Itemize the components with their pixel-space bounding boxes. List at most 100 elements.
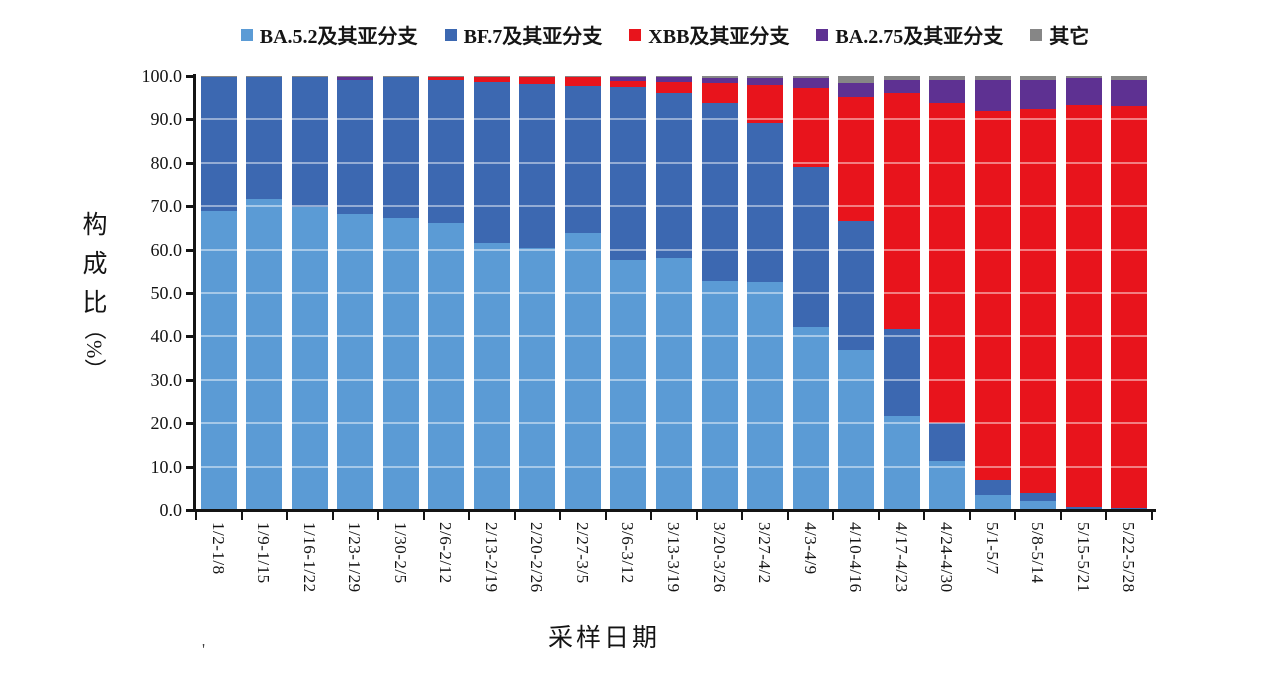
x-tick-label: 1/30-2/5 bbox=[390, 522, 410, 584]
bar-segment bbox=[1065, 104, 1102, 507]
legend-swatch-icon bbox=[1030, 28, 1043, 41]
bar-segment bbox=[974, 479, 1011, 495]
bar-segment bbox=[929, 76, 966, 81]
bar-segment bbox=[1111, 105, 1148, 508]
x-tick bbox=[741, 512, 744, 520]
legend-label: XBB及其亚分支 bbox=[648, 26, 790, 48]
bar-segment bbox=[792, 78, 829, 89]
legend-label: BA.2.75及其亚分支 bbox=[835, 26, 1004, 48]
bar-segment bbox=[200, 77, 237, 211]
bar-segment bbox=[473, 77, 510, 82]
bar-segment bbox=[1111, 76, 1148, 81]
bar-segment bbox=[1065, 76, 1102, 79]
x-tick bbox=[1151, 512, 1153, 520]
legend-swatch-icon bbox=[629, 28, 642, 41]
bar-segment bbox=[428, 77, 465, 81]
legend-item: BA.2.75及其亚分支 bbox=[816, 20, 1003, 49]
bar-segment bbox=[974, 80, 1011, 112]
x-tick bbox=[786, 512, 789, 520]
bar bbox=[656, 76, 692, 510]
x-tick bbox=[377, 512, 380, 520]
bar-segment bbox=[838, 350, 875, 510]
y-tick bbox=[186, 378, 196, 382]
bar-segment bbox=[883, 416, 920, 510]
x-tick bbox=[195, 512, 197, 520]
bar bbox=[929, 76, 966, 510]
y-tick-label: 50.0 bbox=[150, 283, 183, 303]
legend-swatch-icon bbox=[240, 28, 253, 41]
legend-label: BA.5.2及其亚分支 bbox=[259, 26, 418, 48]
bar bbox=[200, 76, 237, 510]
bar-segment bbox=[974, 494, 1011, 510]
bar-segment bbox=[701, 78, 738, 84]
y-tick-label: 80.0 bbox=[150, 152, 183, 173]
bar-segment bbox=[929, 461, 966, 510]
bar-segment bbox=[747, 123, 784, 283]
bar bbox=[701, 76, 738, 510]
y-tick bbox=[186, 205, 196, 209]
footnote-mark: ' bbox=[202, 640, 206, 659]
bar-segment bbox=[792, 88, 829, 167]
bar-segment bbox=[883, 329, 920, 417]
bar bbox=[428, 76, 465, 510]
bar-segment bbox=[200, 210, 237, 510]
y-tick bbox=[186, 422, 196, 426]
y-tick-label: 0.0 bbox=[159, 500, 183, 520]
x-tick-label: 5/22-5/28 bbox=[1119, 522, 1139, 593]
bar bbox=[883, 76, 920, 510]
bar-segment bbox=[747, 78, 784, 85]
bar-segment bbox=[883, 76, 920, 81]
y-tick-label: 90.0 bbox=[150, 109, 183, 130]
bar-segment bbox=[883, 80, 920, 94]
x-axis-line bbox=[193, 509, 1156, 512]
x-tick bbox=[331, 512, 334, 520]
legend-swatch-icon bbox=[816, 28, 829, 41]
bar-segment bbox=[246, 77, 283, 200]
bar-segment bbox=[1020, 76, 1057, 81]
x-tick bbox=[513, 512, 516, 520]
y-axis-title-char: 构 bbox=[82, 212, 108, 239]
bar-segment bbox=[610, 87, 647, 261]
bar-segment bbox=[656, 258, 692, 510]
bar-segment bbox=[291, 76, 328, 78]
bar bbox=[747, 76, 784, 510]
bar-segment bbox=[838, 220, 875, 351]
legend-label: 其它 bbox=[1049, 26, 1090, 48]
bar bbox=[974, 76, 1011, 510]
x-tick-label: 3/13-3/19 bbox=[664, 522, 683, 593]
x-tick bbox=[832, 512, 835, 520]
bar bbox=[291, 76, 328, 510]
bar-segment bbox=[1020, 80, 1057, 109]
bar bbox=[1065, 76, 1102, 510]
x-tick-label: 5/8-5/14 bbox=[1028, 522, 1048, 584]
bar-segment bbox=[473, 81, 510, 244]
bar-segment bbox=[610, 80, 647, 88]
x-tick-label: 4/17-4/23 bbox=[891, 522, 911, 593]
y-axis-unit: （%） bbox=[82, 318, 107, 381]
bar-segment bbox=[747, 282, 784, 510]
y-tick bbox=[186, 465, 196, 469]
bar-segment bbox=[610, 76, 647, 78]
bar-segment bbox=[792, 76, 829, 79]
x-tick bbox=[650, 512, 653, 520]
bar-segment bbox=[610, 77, 647, 81]
x-tick-label: 2/6-2/12 bbox=[436, 522, 456, 584]
bar-segment bbox=[656, 92, 692, 259]
x-tick-label: 3/6-3/12 bbox=[618, 522, 638, 584]
x-tick-label: 1/23-1/29 bbox=[345, 522, 365, 593]
bar-segment bbox=[200, 76, 237, 78]
legend-item: XBB及其亚分支 bbox=[629, 20, 789, 49]
bar-segment bbox=[519, 76, 556, 78]
x-tick-label: 4/24-4/30 bbox=[937, 522, 957, 593]
bar bbox=[246, 76, 283, 510]
x-tick bbox=[422, 512, 425, 520]
x-tick-label: 1/9-1/15 bbox=[254, 522, 274, 584]
y-tick-label: 60.0 bbox=[150, 239, 183, 260]
y-tick bbox=[186, 335, 196, 339]
x-tick bbox=[1059, 512, 1062, 520]
x-tick-label: 3/20-3/26 bbox=[709, 522, 729, 593]
bar-segment bbox=[656, 76, 692, 78]
y-tick-label: 20.0 bbox=[150, 413, 183, 434]
bar-segment bbox=[564, 76, 601, 78]
